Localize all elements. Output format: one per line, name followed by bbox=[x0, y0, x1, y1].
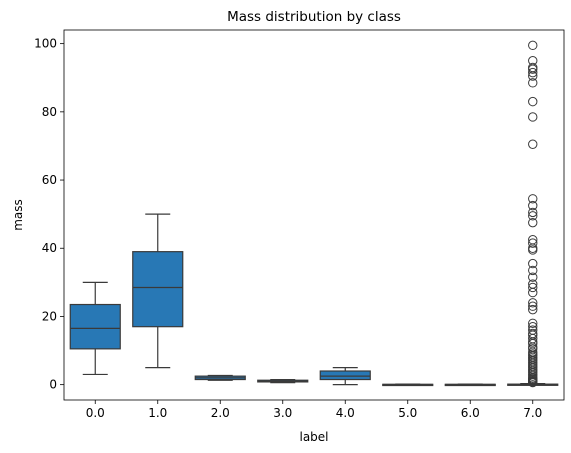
outlier-point bbox=[528, 245, 538, 255]
outlier-point bbox=[528, 301, 538, 311]
outlier-point bbox=[528, 282, 538, 293]
outlier-point bbox=[528, 207, 538, 218]
y-tick-label: 80 bbox=[42, 105, 57, 119]
x-axis-label: label bbox=[299, 430, 328, 444]
outlier-point bbox=[528, 71, 538, 81]
plot-area: 0 20 40 60 80 100 0.0 1.0 2.0 3.0 4.0 5.0 6.0 7.0 bbox=[34, 37, 559, 420]
outlier-point bbox=[528, 265, 538, 276]
outlier-point bbox=[528, 238, 538, 248]
box-1.0 bbox=[132, 251, 184, 328]
y-axis-label: mass bbox=[11, 199, 25, 231]
outlier-point bbox=[528, 200, 538, 211]
y-tick-label: 0 bbox=[49, 378, 57, 392]
y-tick-label: 20 bbox=[42, 309, 57, 323]
outlier-point bbox=[528, 258, 538, 269]
x-tick-label: 4.0 bbox=[336, 406, 355, 420]
x-tick-label: 7.0 bbox=[523, 406, 542, 420]
outlier-point bbox=[528, 67, 538, 78]
x-tick-label: 5.0 bbox=[398, 406, 417, 420]
outlier-point bbox=[528, 64, 538, 74]
outlier-point bbox=[528, 40, 538, 51]
outlier-point bbox=[528, 194, 538, 204]
x-tick-label: 2.0 bbox=[211, 406, 230, 420]
outlier-point bbox=[528, 96, 538, 107]
chart-title: Mass distribution by class bbox=[227, 9, 401, 25]
plot-frame bbox=[63, 29, 565, 401]
y-tick-label: 100 bbox=[34, 37, 57, 51]
outlier-point bbox=[528, 139, 538, 149]
x-tick-label: 1.0 bbox=[148, 406, 167, 420]
outlier-point bbox=[528, 272, 538, 282]
box-4.0 bbox=[319, 370, 371, 381]
outlier-point bbox=[528, 377, 538, 388]
outlier-point bbox=[528, 211, 538, 221]
box-0.0 bbox=[69, 303, 121, 350]
x-tick-label: 0.0 bbox=[86, 406, 105, 420]
outlier-point bbox=[528, 298, 538, 308]
outlier-point bbox=[528, 304, 538, 315]
outlier-point bbox=[528, 112, 538, 122]
x-tick-label: 3.0 bbox=[273, 406, 292, 420]
outlier-point bbox=[528, 78, 538, 88]
y-tick-label: 40 bbox=[42, 241, 57, 255]
outlier-point bbox=[528, 287, 538, 298]
x-tick-label: 6.0 bbox=[461, 406, 480, 420]
outlier-point bbox=[528, 318, 538, 328]
y-tick-label: 60 bbox=[42, 173, 57, 187]
outlier-point bbox=[528, 217, 538, 228]
